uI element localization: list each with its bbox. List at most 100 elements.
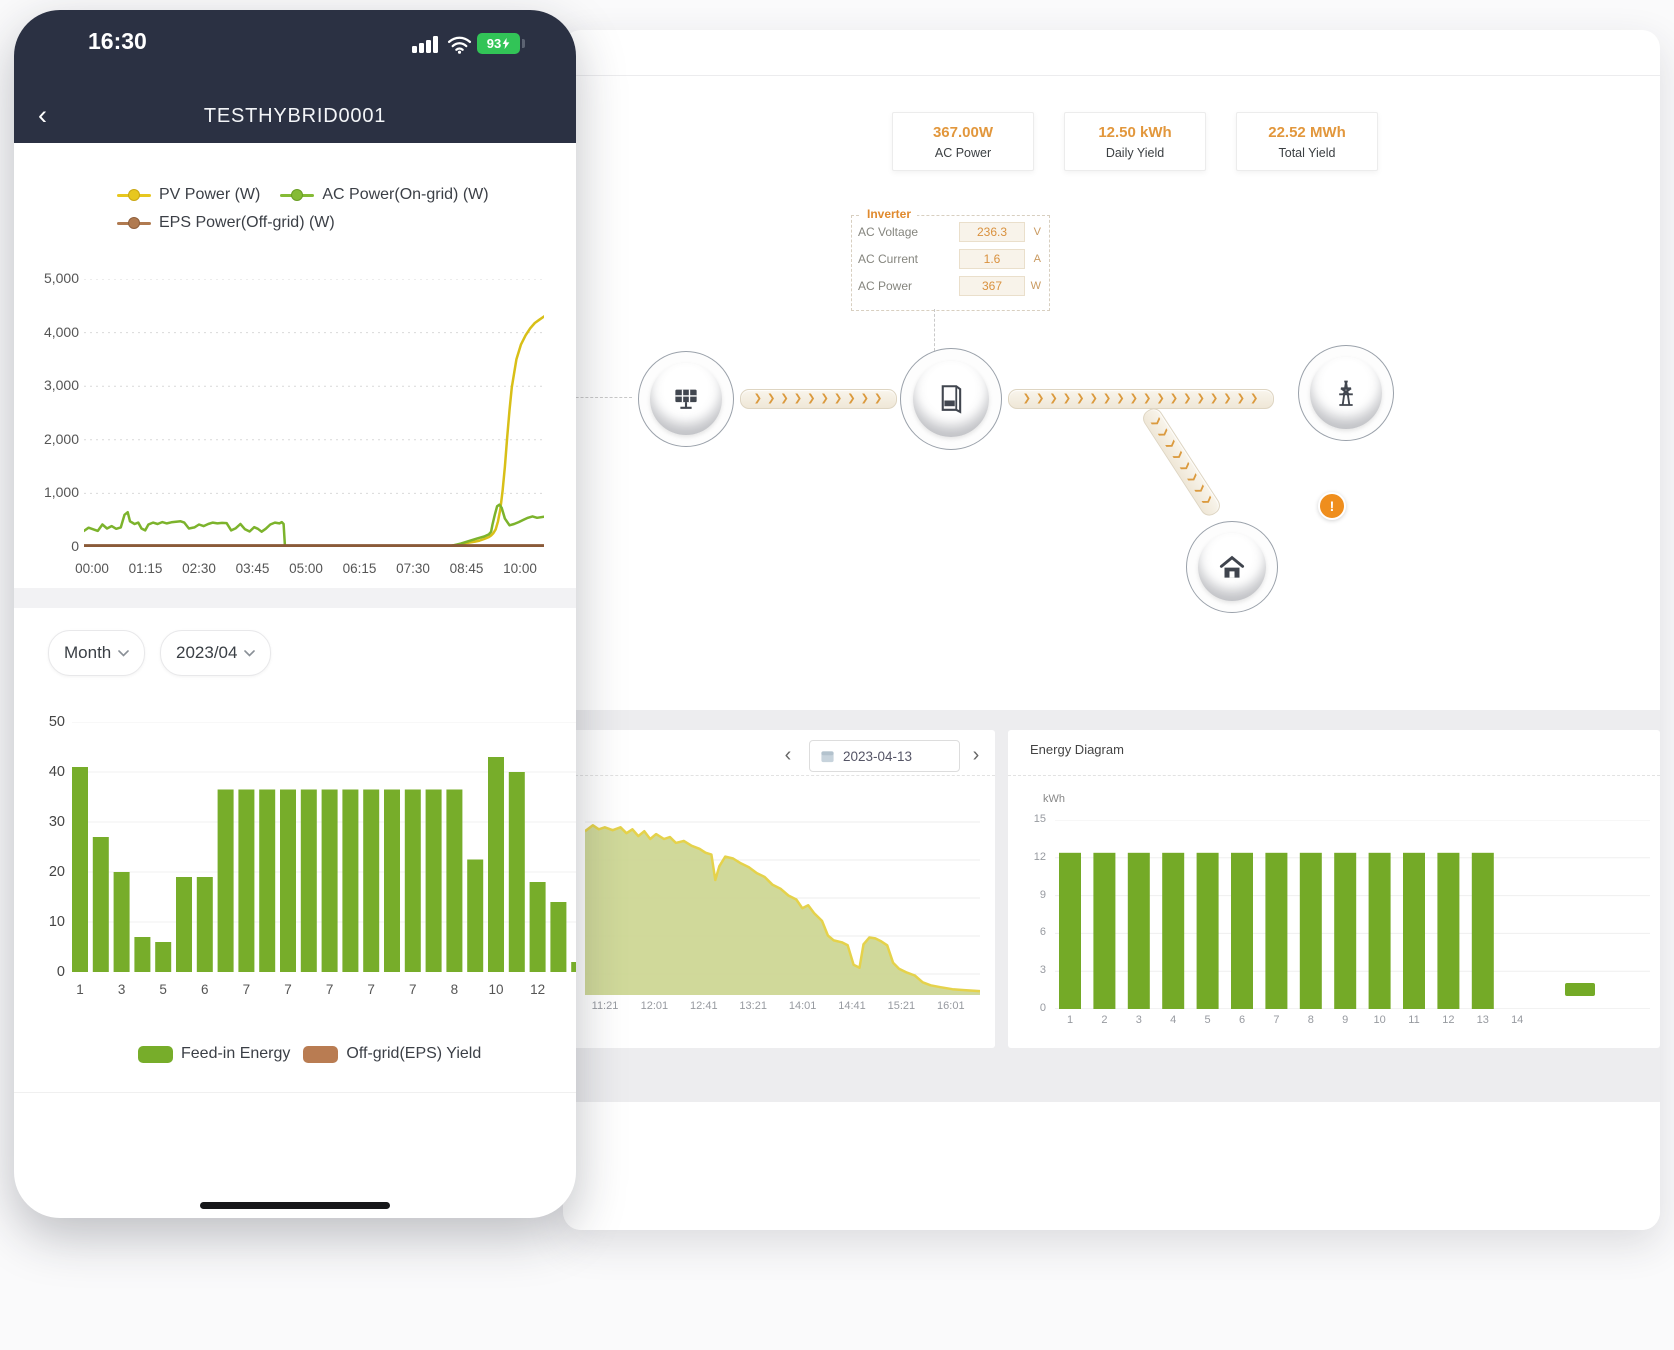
energy-diagram-panel (1008, 730, 1660, 1048)
flow-node-grid[interactable] (1298, 345, 1394, 441)
power-chart-legend-row1: PV Power (W) AC Power(On-grid) (W) (117, 186, 489, 204)
flow-node-home[interactable] (1186, 521, 1278, 613)
alert-badge[interactable]: ! (1318, 492, 1346, 520)
date-picker-value: 2023-04-13 (843, 748, 913, 764)
legend-dot (128, 216, 140, 229)
legend-item[interactable]: AC Power(On-grid) (W) (280, 186, 489, 204)
y-tick-label: 0 (71, 538, 79, 554)
x-tick-label: 3 (1135, 1014, 1142, 1026)
x-tick-label: 5 (159, 982, 167, 997)
legend-swatch (138, 1045, 173, 1063)
x-tick-label: 07:30 (396, 561, 430, 576)
stat-card: 12.50 kWh Daily Yield (1064, 112, 1206, 171)
flow-node-pv[interactable] (638, 351, 734, 447)
y-tick-label: 20 (48, 864, 65, 880)
legend-item[interactable]: Off-grid(EPS) Yield (303, 1045, 481, 1063)
legend-item[interactable]: Feed-in Energy (138, 1045, 290, 1063)
date-next-button[interactable]: › (972, 744, 980, 766)
x-tick-label: 06:15 (342, 561, 377, 576)
chevron-down-icon (244, 649, 256, 657)
x-tick-label: 3 (117, 982, 126, 997)
y-tick-label: 1,000 (43, 484, 79, 501)
x-tick-label: 7 (1273, 1014, 1280, 1026)
y-tick-label: 30 (48, 814, 65, 830)
x-tick-label: 6 (1238, 1014, 1246, 1026)
dashed-connector-horizontal (566, 397, 632, 398)
stat-value: 12.50 kWh (1098, 123, 1172, 141)
month-chart-legend: Feed-in Energy Off-grid(EPS) Yield (138, 1045, 481, 1063)
legend-item[interactable]: PV Power (W) (117, 186, 260, 204)
battery-percent: 93 (486, 36, 502, 51)
x-tick-label: 14:01 (788, 1000, 817, 1012)
x-tick-label: 00:00 (75, 561, 109, 576)
legend-label: EPS Power(Off-grid) (W) (159, 214, 335, 231)
x-tick-label: 7 (284, 982, 292, 997)
y-tick-label: 3,000 (43, 377, 79, 394)
date-prev-button[interactable]: ‹ (784, 744, 792, 766)
legend-marker (280, 188, 315, 202)
y-tick-label: 4,000 (43, 323, 79, 340)
legend-label: PV Power (W) (159, 186, 261, 203)
x-tick-label: 10:00 (503, 561, 537, 576)
device-title: TESTHYBRID0001 (203, 105, 387, 127)
legend-label: AC Power(On-grid) (W) (322, 186, 489, 203)
month-bar-chart (72, 722, 576, 972)
calendar-icon (820, 749, 835, 764)
y-tick-label: 40 (48, 764, 65, 780)
x-tick-label: 7 (325, 982, 334, 997)
flow-chevrons: ❯❯❯❯❯❯❯❯❯❯❯❯❯❯❯❯❯❯ (1022, 393, 1264, 404)
stat-label: Total Yield (1278, 145, 1336, 160)
stat-value: 22.52 MWh (1268, 123, 1346, 141)
x-tick-label: 14 (1511, 1014, 1524, 1026)
x-tick-label: 7 (367, 982, 375, 997)
x-tick-label: 08:45 (449, 561, 484, 576)
x-tick-label: 13:21 (739, 1000, 767, 1012)
x-tick-label: 5 (1204, 1014, 1211, 1026)
date-picker-input[interactable]: 2023-04-13 (809, 740, 960, 772)
y-tick-label: 10 (48, 914, 65, 930)
x-tick-label: 8 (450, 982, 459, 997)
legend-dot (128, 188, 140, 201)
energy-diagram-bar-chart (1055, 820, 1650, 1009)
status-bar-time: 16:30 (88, 28, 147, 54)
inverter-row-value: 1.6 (959, 248, 1025, 269)
energy-flow-track-pv-to-inverter: ❯❯❯❯❯❯❯❯❯❯ (740, 389, 897, 409)
x-tick-label: 03:45 (235, 561, 270, 576)
inverter-row-label: AC Power (858, 278, 913, 293)
inverter-row: AC Voltage 236.3 V (858, 221, 1041, 242)
window-footer (563, 1102, 1660, 1230)
daily-power-area-chart (585, 821, 980, 995)
battery-nub (522, 39, 525, 48)
cellular-signal-icon (412, 36, 438, 53)
inverter-row-unit: A (1033, 252, 1041, 265)
stat-label: Daily Yield (1105, 145, 1165, 160)
period-dropdown-value: Month (64, 643, 112, 662)
x-tick-label: 11:21 (591, 1000, 619, 1012)
chevron-down-icon (118, 649, 130, 657)
stat-card: 22.52 MWh Total Yield (1236, 112, 1378, 171)
power-line-chart (84, 279, 544, 547)
x-tick-label: 14:41 (838, 1000, 866, 1012)
back-button[interactable]: ‹ (38, 100, 47, 130)
legend-marker (117, 188, 151, 202)
x-tick-label: 02:30 (182, 561, 216, 576)
wifi-icon (447, 36, 472, 54)
x-tick-label: 12:41 (690, 1000, 718, 1012)
inverter-row: AC Power 367 W (858, 275, 1041, 296)
power-chart-legend-row2: EPS Power(Off-grid) (W) (117, 214, 335, 232)
solar-panel-icon (650, 363, 722, 435)
legend-marker (117, 216, 151, 230)
legend-label: Feed-in Energy (181, 1045, 291, 1062)
flow-node-inverter[interactable] (900, 348, 1002, 450)
house-icon (1197, 532, 1267, 602)
inverter-row: AC Current 1.6 A (858, 248, 1041, 269)
phone-device: 16:30 93 ‹ TESTHYBRID0001 PV Power (W) AC… (14, 10, 576, 1218)
x-tick-label: 8 (1307, 1014, 1314, 1026)
period-dropdown[interactable]: Month (48, 630, 146, 676)
y-tick-label: 9 (1039, 888, 1046, 901)
y-tick-label: 2,000 (43, 430, 79, 447)
legend-item[interactable]: EPS Power(Off-grid) (W) (117, 214, 335, 232)
inverter-row-unit: W (1030, 279, 1041, 292)
month-dropdown[interactable]: 2023/04 (160, 630, 272, 676)
power-tower-icon (1310, 357, 1382, 429)
